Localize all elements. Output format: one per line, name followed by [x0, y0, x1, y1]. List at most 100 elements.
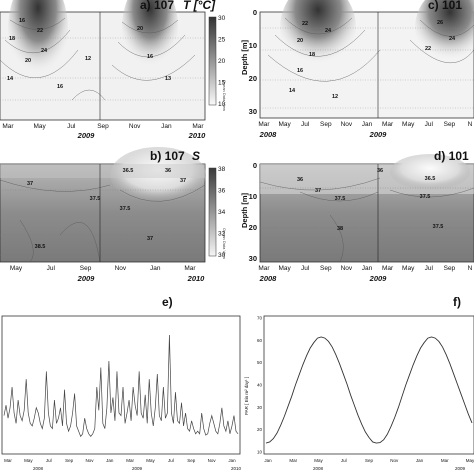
- panel-b-colorbar-tick: 32: [218, 231, 226, 238]
- panel-b-month-tick: Mar: [184, 265, 196, 272]
- panel-a-month-tick: Jan: [161, 123, 172, 130]
- panel-b-year: 2009: [77, 274, 96, 283]
- panel-d-contour-label: 37: [315, 188, 321, 194]
- panel-d-month-ticks: Mar May Jul Sep Nov Jan Mar May Jul Sep N: [258, 265, 472, 272]
- panel-b-contour-label: 36: [165, 168, 171, 174]
- panel-a-contour-label: 16: [19, 18, 25, 24]
- panel-d-ylabel: Depth [m]: [240, 193, 249, 228]
- panel-f-label: f): [453, 295, 461, 309]
- panel-a-year-labels: 2009 2010: [77, 131, 207, 140]
- panel-a: a) 107 T [°C] 16 18 22 24 20 14 16 12 20 16 13 Mar…: [0, 0, 227, 140]
- panel-b-colorbar-tick: 38: [218, 166, 226, 173]
- panel-b-contour-label: 37: [147, 236, 153, 242]
- panel-a-month-tick: Sep: [97, 123, 109, 130]
- panel-d-contour-label: 37.5: [420, 194, 431, 200]
- panel-a-watermark: Ocean Data View: [222, 80, 227, 111]
- panel-b-contour-label: 37.5: [120, 206, 131, 212]
- panel-d-month-tick: Mar: [258, 265, 270, 272]
- panel-b-contour-label: 38.5: [35, 244, 46, 250]
- panel-a-colorbar-tick: 10: [218, 101, 226, 108]
- panel-a-colorbar-tick: 20: [218, 58, 226, 65]
- panel-c-contour-label: 16: [297, 68, 303, 74]
- panel-c-warm-blob-1: [280, 0, 356, 73]
- panel-f: f) PAR [ Ein m² day¹ ] 70 60 50 40 30 20 10 Ja…: [244, 295, 474, 471]
- panel-c-y-tick: 30: [249, 107, 257, 116]
- panel-e-month-tick: May: [24, 458, 33, 463]
- panel-b-month-tick: Sep: [80, 265, 92, 272]
- panel-a-contour-label: 22: [37, 28, 43, 34]
- panel-e-year: 2009: [132, 466, 143, 471]
- panel-d-y-tick: 30: [249, 254, 257, 263]
- panel-f-y-ticks: 70 60 50 40 30 20 10: [257, 316, 263, 455]
- panel-a-colorbar: [208, 16, 217, 106]
- panel-f-y-tick: 30: [257, 405, 263, 410]
- panel-d-month-tick: Jul: [301, 265, 310, 272]
- panel-a-month-tick: Nov: [129, 123, 141, 130]
- panel-e-label: e): [162, 295, 173, 309]
- panel-c-label: c) 101: [428, 0, 462, 12]
- panel-c-warm-blob-2: [415, 0, 474, 68]
- panel-b-contour-label: 37.5: [90, 196, 101, 202]
- panel-c-month-tick: May: [278, 121, 291, 128]
- panel-d-label: d) 101: [434, 149, 469, 163]
- panel-a-contour-label: 16: [57, 84, 63, 90]
- panel-d-y-tick: 0: [253, 161, 257, 170]
- panel-d-contour-label: 36: [377, 168, 383, 174]
- panel-b-colorbar-tick: 36: [218, 188, 226, 195]
- panel-c-contour-label: 24: [449, 36, 456, 42]
- panel-a-contour-label: 24: [41, 48, 48, 54]
- panel-c-contour-label: 22: [302, 21, 308, 27]
- panel-b-colorbar: [208, 167, 217, 257]
- panel-b-fresh-blob: [110, 147, 206, 203]
- panel-c-month-tick: Jul: [425, 121, 434, 128]
- panel-d-month-tick: Sep: [444, 265, 456, 272]
- panel-b-var: S: [192, 149, 200, 163]
- panel-d-month-tick: Mar: [382, 265, 394, 272]
- panel-a-colorbar-ticks: 30 25 20 15 10: [218, 15, 226, 108]
- panel-f-month-tick: May: [466, 458, 474, 463]
- panel-f-ylabel: PAR [ Ein m² day¹ ]: [244, 377, 249, 415]
- panel-d-month-tick: May: [402, 265, 415, 272]
- panel-b-contour-label: 37: [27, 181, 33, 187]
- panel-a-month-ticks: Mar May Jul Sep Nov Jan Mar: [2, 123, 204, 130]
- panel-d-contour-label: 36: [297, 177, 303, 183]
- panel-e-year: 2008: [33, 466, 44, 471]
- panel-a-var: T [°C]: [183, 0, 216, 12]
- panel-a-month-tick: May: [34, 123, 47, 130]
- panel-a-year: 2010: [188, 131, 207, 140]
- panel-c-month-tick: Sep: [320, 121, 332, 128]
- panel-f-month-ticks: Jan Mar May Jul Sep Nov Jan Mar May: [264, 458, 474, 463]
- panel-c-contour-label: 26: [437, 20, 443, 26]
- panel-a-contour-label: 20: [137, 26, 143, 32]
- panel-c-month-tick: Mar: [382, 121, 394, 128]
- panel-c-contour-label: 14: [289, 88, 296, 94]
- panel-b-month-tick: Jan: [150, 265, 161, 272]
- panel-f-month-tick: May: [314, 458, 323, 463]
- panel-d-contour-label: 38: [337, 226, 343, 232]
- panel-e-month-tick: Nov: [85, 458, 94, 463]
- panel-d-year-labels: 2008 2009: [259, 274, 388, 283]
- panel-c-contour-label: 20: [297, 38, 303, 44]
- panel-d-contour-label: 37.5: [335, 196, 346, 202]
- panel-d-month-tick: May: [278, 265, 291, 272]
- panel-f-year: 2008: [313, 466, 324, 471]
- panel-a-contour-label: 16: [147, 54, 153, 60]
- panel-a-month-tick: Jul: [67, 123, 76, 130]
- panel-a-colorbar-tick: 15: [218, 80, 226, 87]
- panel-a-colorbar-tick: 30: [218, 15, 226, 22]
- panel-b: b) 107 S 37 37.5 36.5 36 37 38.5 37.5 37 May Jul…: [0, 147, 227, 283]
- panel-f-series: [265, 336, 473, 444]
- panel-c-year: 2008: [259, 130, 278, 139]
- panel-f-y-tick: 40: [257, 383, 263, 388]
- panel-d-year: 2009: [369, 274, 388, 283]
- panel-f-frame: [263, 315, 474, 455]
- panel-d-month-tick: Jan: [362, 265, 373, 272]
- panel-d-contour-label: 36.5: [425, 176, 436, 182]
- panel-e-month-tick: Mar: [126, 458, 134, 463]
- panel-b-label: b) 107: [150, 149, 185, 163]
- panel-e-year: 2010: [231, 466, 242, 471]
- panel-c-contour-label: 18: [309, 52, 315, 58]
- panel-c-month-tick: Mar: [258, 121, 270, 128]
- panel-a-contour-label: 18: [9, 36, 15, 42]
